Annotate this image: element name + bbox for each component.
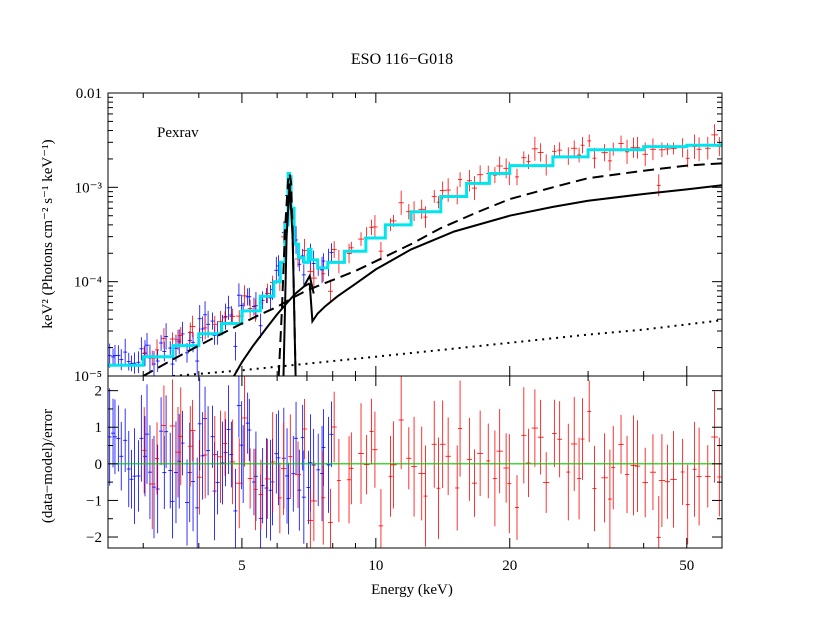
y-tick-label-top: 10⁻⁵ [74, 369, 102, 385]
model-curve-solid-6 [303, 273, 315, 294]
x-tick-label: 10 [368, 558, 383, 574]
model-curve-cyan-step-0 [108, 142, 722, 367]
chart-title: ESO 116−G018 [351, 51, 453, 68]
y-tick-label-bottom: 1 [95, 420, 103, 436]
model-curve-solid-3 [233, 282, 311, 376]
model-curve-solid-5 [282, 183, 297, 376]
bottom-panel-frame [107, 375, 723, 549]
x-tick-label: 50 [679, 558, 694, 574]
y-axis-label-bottom: (data−model)/error [40, 409, 56, 523]
top-data-points [108, 124, 722, 376]
model-curve-solid-4 [308, 184, 722, 325]
model-annotation: Pexrav [157, 125, 199, 141]
y-tick-label-top: 10⁻⁴ [74, 275, 102, 291]
y-tick-label-top: 10⁻³ [75, 180, 103, 196]
axes [107, 92, 723, 549]
y-tick-label-bottom: 2 [95, 384, 103, 400]
model-curve-dot-7 [172, 319, 722, 376]
y-tick-label-top: 0.01 [76, 86, 102, 102]
model-curves [108, 142, 722, 376]
x-tick-label: 20 [502, 558, 517, 574]
residual-data-points [108, 376, 722, 548]
y-tick-label-bottom: 0 [95, 457, 103, 473]
ticks: 5 10 20 50 10⁻⁵ 10⁻⁴ 10⁻³ 0.01 −2 −1 0 1 2 [74, 86, 723, 574]
y-axis-label-top: keV² (Photons cm⁻² s⁻¹ keV⁻¹) [40, 139, 56, 328]
y-tick-label-bottom: −1 [86, 493, 102, 509]
x-tick-label: 5 [238, 558, 246, 574]
y-tick-label-bottom: −2 [86, 530, 102, 546]
model-curve-dash-1 [142, 162, 722, 376]
x-axis-label: Energy (keV) [371, 582, 453, 598]
